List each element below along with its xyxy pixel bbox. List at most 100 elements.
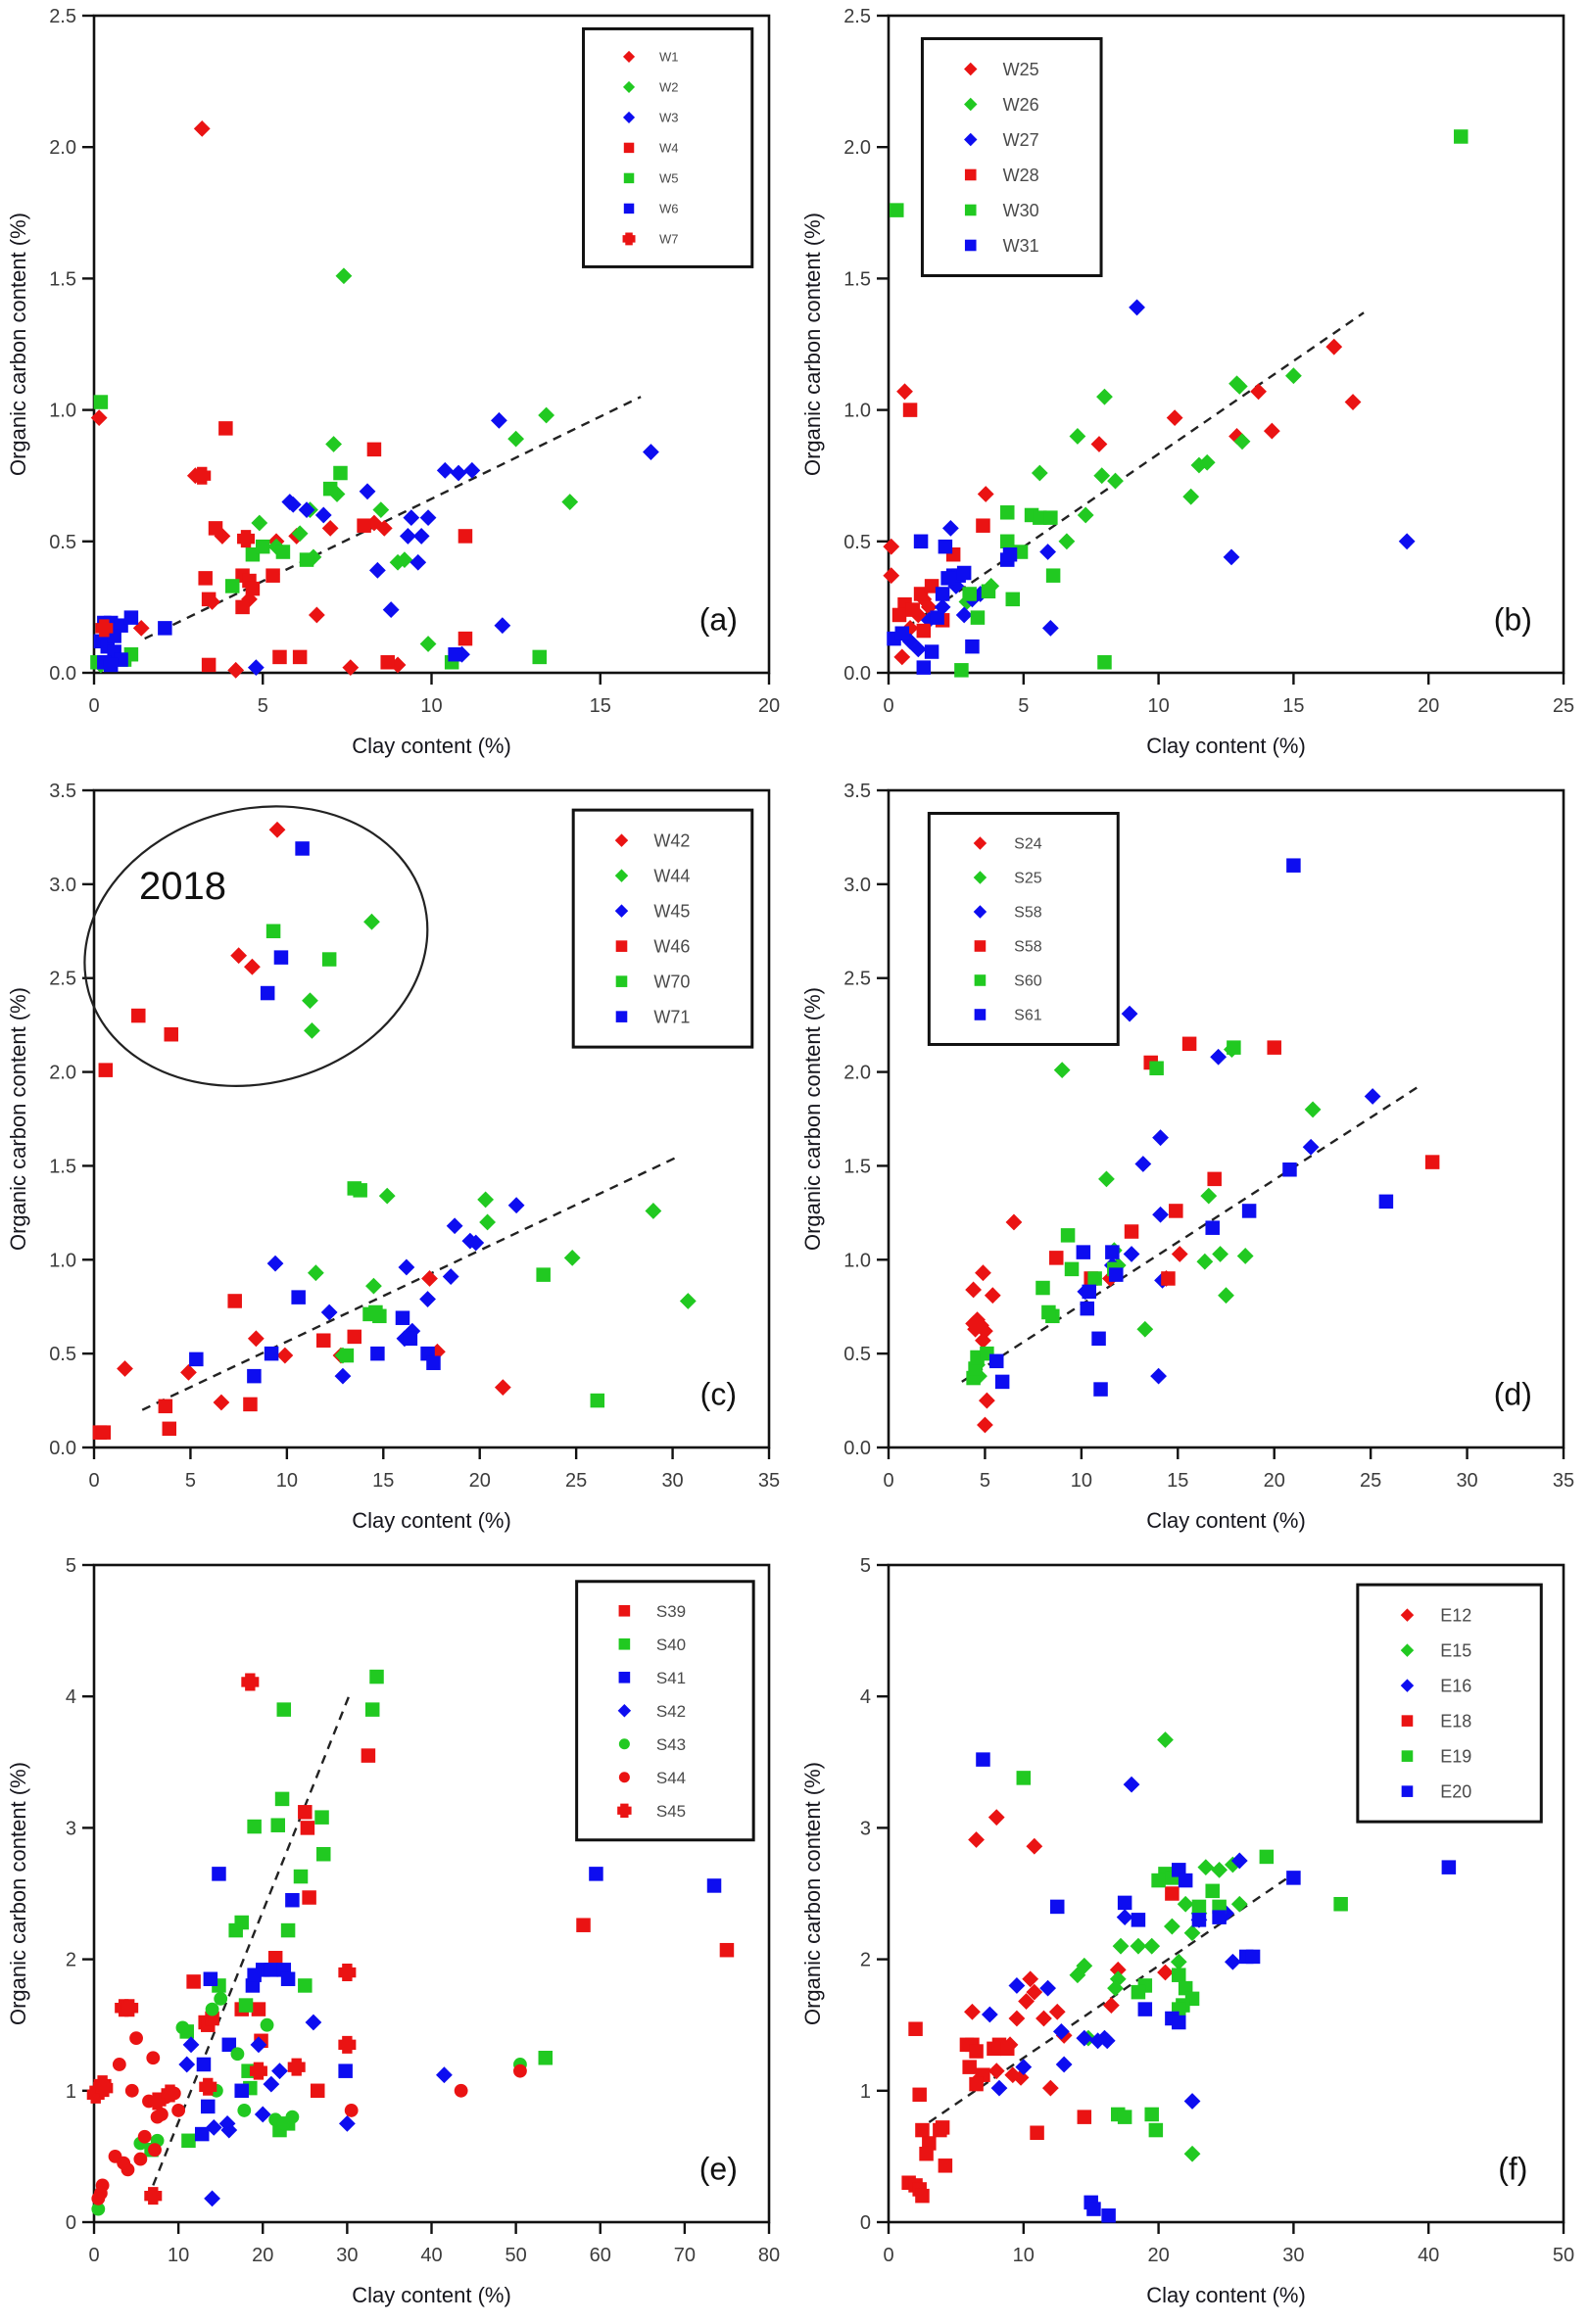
data-point-square xyxy=(938,539,953,554)
data-point-square xyxy=(321,952,337,967)
data-point-square xyxy=(272,649,287,665)
data-point-square xyxy=(1091,1331,1106,1347)
y-tick-label: 0.5 xyxy=(843,532,871,553)
data-point-square xyxy=(265,924,281,939)
data-point-diamond xyxy=(955,606,973,624)
data-point-square xyxy=(1286,858,1301,873)
data-point-square xyxy=(536,1267,551,1282)
data-point-square xyxy=(247,1968,262,1982)
panel-a: 0 5 10 15 20 0.0 0.5 1.0 1.5 2.0 2.5 Clay content (… xyxy=(0,0,794,775)
y-tick-label: 1.0 xyxy=(49,1250,76,1271)
data-point-circle xyxy=(276,2116,291,2131)
data-point-diamond xyxy=(984,1287,1001,1304)
legend-item-label: W7 xyxy=(659,232,679,247)
data-point-plus xyxy=(237,530,256,548)
data-point-diamond xyxy=(1058,533,1076,550)
data-point-square xyxy=(1033,510,1047,525)
data-point-circle xyxy=(237,2104,252,2117)
data-point-diamond xyxy=(117,1360,133,1377)
data-point-square xyxy=(1082,1284,1096,1300)
data-point-square xyxy=(1043,510,1058,525)
data-point-square xyxy=(912,2087,927,2103)
data-point-diamond xyxy=(325,436,342,452)
panel-d: 0 5 10 15 20 25 30 35 0.0 0.5 1.0 1.5 2.0 2.5 3.0 3.5 Cl… xyxy=(794,775,1589,1549)
y-tick-label: 1.5 xyxy=(49,268,76,290)
data-point-square xyxy=(618,1604,631,1617)
y-axis-title: Organic carbon content (%) xyxy=(6,1762,30,2025)
data-point-square xyxy=(201,592,217,607)
data-point-square xyxy=(201,2099,216,2114)
y-tick-label: 0 xyxy=(860,2212,871,2234)
legend-item-label: S60 xyxy=(1014,973,1042,990)
data-point-diamond xyxy=(1005,1213,1023,1231)
data-point-square xyxy=(1000,534,1015,549)
data-point-circle xyxy=(260,2017,274,2032)
data-point-square xyxy=(981,584,996,599)
legend: W25 W26 W27 W28 W30 W31 xyxy=(920,36,1103,277)
data-point-square xyxy=(93,395,109,409)
legend-box xyxy=(575,1580,755,1842)
data-point-square xyxy=(1259,1849,1275,1865)
y-tick-label: 2.5 xyxy=(49,969,76,990)
data-points xyxy=(90,120,659,679)
data-point-diamond xyxy=(205,2118,222,2136)
data-point-diamond xyxy=(403,509,420,527)
x-tick-label: 20 xyxy=(1264,1470,1285,1492)
x-tick-label: 0 xyxy=(883,695,893,717)
data-point-diamond xyxy=(893,648,911,666)
data-point-diamond xyxy=(314,506,332,524)
data-point-diamond xyxy=(896,383,913,401)
data-point-square xyxy=(1169,1204,1183,1218)
legend-item-label: E12 xyxy=(1440,1606,1471,1626)
x-tick-label: 35 xyxy=(1553,1470,1574,1492)
data-point-square xyxy=(615,975,628,987)
legend-item-label: W4 xyxy=(659,141,679,156)
trend-line xyxy=(141,1155,679,1411)
data-point-square xyxy=(974,974,987,986)
x-tick-label: 5 xyxy=(980,1470,990,1492)
data-point-diamond xyxy=(964,2003,981,2020)
data-point-square xyxy=(1181,1036,1197,1052)
data-point-diamond xyxy=(1304,1101,1322,1118)
data-point-square xyxy=(1035,1280,1050,1296)
data-point-diamond xyxy=(965,1281,983,1299)
data-point-square xyxy=(1045,568,1061,583)
data-point-square xyxy=(1137,2002,1153,2016)
data-point-square xyxy=(131,1008,146,1023)
x-tick-label: 10 xyxy=(420,695,442,717)
y-tick-label: 3.0 xyxy=(843,875,871,896)
data-point-diamond xyxy=(909,640,927,658)
data-point-circle xyxy=(124,2083,139,2098)
data-point-diamond xyxy=(214,528,231,545)
data-point-square xyxy=(457,631,473,646)
data-point-diamond xyxy=(1400,1608,1415,1622)
data-point-plus xyxy=(617,1803,632,1818)
y-tick-label: 0 xyxy=(66,2212,76,2234)
data-point-square xyxy=(247,1368,262,1384)
data-point-square xyxy=(1149,1061,1164,1075)
x-tick-label: 25 xyxy=(565,1470,587,1492)
data-point-square xyxy=(316,1333,331,1348)
data-point-square xyxy=(930,610,944,625)
x-tick-label: 15 xyxy=(1167,1470,1188,1492)
data-point-square xyxy=(1086,2202,1101,2216)
data-point-square xyxy=(1454,129,1469,144)
legend-item-label: S24 xyxy=(1014,836,1042,853)
data-point-diamond xyxy=(1026,1837,1043,1855)
data-point-square xyxy=(916,660,932,675)
data-point-diamond xyxy=(436,2066,453,2084)
data-point-diamond xyxy=(1325,338,1343,356)
data-point-square xyxy=(576,1918,591,1932)
data-point-plus xyxy=(338,2035,357,2054)
data-point-square xyxy=(1041,1304,1056,1320)
data-point-diamond xyxy=(1053,1062,1071,1079)
data-point-square xyxy=(913,534,929,549)
y-tick-label: 0.5 xyxy=(843,1344,871,1365)
data-point-diamond xyxy=(446,1217,463,1235)
y-tick-label: 0.5 xyxy=(49,532,76,553)
data-point-diamond xyxy=(1210,1048,1228,1066)
data-point-square xyxy=(1172,2015,1186,2030)
y-tick-label: 5 xyxy=(860,1555,871,1577)
data-point-diamond xyxy=(1198,453,1216,471)
data-point-square xyxy=(221,2037,237,2053)
